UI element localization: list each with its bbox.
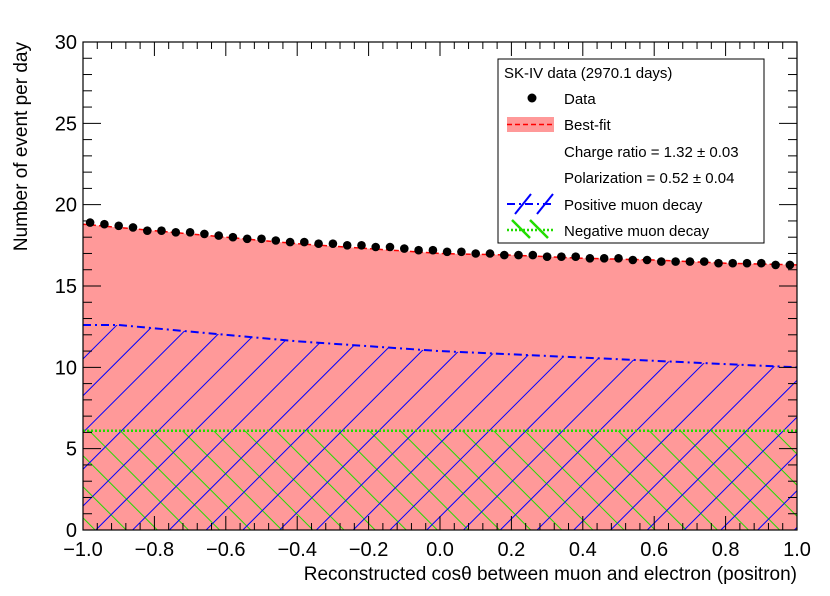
data-point (342, 241, 352, 250)
data-point (585, 253, 595, 263)
data-points (85, 218, 795, 270)
y-tick-label: 15 (55, 276, 77, 298)
data-point (85, 218, 95, 227)
data-point (771, 260, 780, 270)
x-tick-label: 0.2 (497, 539, 525, 561)
data-point (685, 257, 695, 266)
data-point (314, 239, 323, 248)
data-point (385, 242, 395, 252)
data-point (742, 258, 752, 268)
data-point (514, 250, 523, 260)
data-point (714, 258, 723, 268)
data-point (114, 221, 123, 231)
y-tick-label: 0 (66, 520, 77, 542)
data-point (100, 219, 109, 229)
x-tick-label: 0.0 (426, 539, 454, 561)
data-point (528, 250, 538, 260)
data-point (228, 232, 238, 242)
data-point (300, 237, 309, 247)
y-tick-labels: 0 5 10 15 20 25 30 (55, 32, 77, 542)
data-point (185, 228, 195, 237)
legend-entry-data: Data (564, 91, 596, 108)
x-tick-labels: −1.0 −0.8 −0.6 −0.4 −0.2 0.0 0.2 0.4 0.6 0.8 1.0 (63, 539, 811, 561)
data-point (128, 223, 138, 232)
legend-box (497, 58, 765, 244)
data-point (614, 253, 623, 263)
data-point (428, 245, 438, 255)
legend-entry-positive: Positive muon decay (564, 197, 703, 214)
data-point (271, 236, 281, 245)
data-point (442, 247, 452, 257)
data-point (357, 241, 366, 250)
data-point (628, 255, 638, 265)
y-tick-label: 25 (55, 113, 77, 135)
x-tick-label: −1.0 (63, 539, 102, 561)
data-point (200, 229, 209, 239)
data-point (728, 258, 737, 268)
data-point (171, 228, 181, 237)
data-point (785, 260, 795, 270)
data-point (400, 244, 409, 253)
data-point (285, 237, 295, 247)
data-point (757, 258, 766, 268)
legend-entry-best-fit: Best-fit (564, 117, 612, 134)
x-tick-label: 0.6 (640, 539, 668, 561)
legend-positive-swatch (507, 193, 554, 215)
data-point (485, 249, 495, 258)
data-point (557, 252, 566, 261)
data-point (257, 234, 266, 244)
x-tick-label: −0.2 (349, 539, 388, 561)
x-axis-label: Reconstructed cosθ between muon and elec… (304, 564, 797, 585)
legend-entry-negative: Negative muon decay (564, 223, 710, 240)
data-point (542, 252, 552, 261)
data-point (457, 247, 466, 257)
legend-title: SK-IV data (2970.1 days) (504, 65, 672, 82)
y-tick-label: 5 (66, 439, 77, 461)
data-point (500, 250, 509, 260)
legend-best-fit-swatch (507, 117, 554, 132)
data-point (143, 226, 152, 235)
data-point (242, 234, 252, 244)
data-point (471, 249, 481, 258)
legend-entry-polarization: Polarization = 0.52 ± 0.04 (564, 170, 734, 187)
x-tick-label: 0.4 (569, 539, 597, 561)
legend-data-marker (527, 93, 537, 103)
data-point (657, 257, 666, 266)
data-point (671, 257, 680, 266)
data-point (599, 253, 609, 263)
x-tick-label: 1.0 (783, 539, 811, 561)
data-point (414, 245, 423, 255)
x-tick-label: −0.6 (206, 539, 245, 561)
y-tick-label: 30 (55, 32, 77, 54)
legend-entry-charge-ratio: Charge ratio = 1.32 ± 0.03 (564, 144, 739, 161)
x-tick-label: 0.8 (712, 539, 740, 561)
data-point (699, 257, 709, 266)
data-point (157, 226, 166, 235)
plot-area (83, 218, 797, 530)
data-point (214, 231, 223, 240)
positive-muon-decay-area (83, 325, 797, 530)
legend-negative-swatch (507, 219, 554, 239)
y-tick-label: 20 (55, 195, 77, 217)
data-point (571, 252, 580, 261)
x-tick-label: −0.4 (277, 539, 316, 561)
plot-frame (82, 41, 798, 531)
data-point (371, 242, 381, 252)
y-axis-label: Number of event per day (11, 42, 32, 252)
data-point (642, 255, 652, 265)
x-tick-label: −0.8 (135, 539, 174, 561)
legend: SK-IV data (2970.1 days) Data Best-fit C… (497, 58, 765, 244)
data-point (328, 239, 338, 248)
y-tick-label: 10 (55, 357, 77, 379)
